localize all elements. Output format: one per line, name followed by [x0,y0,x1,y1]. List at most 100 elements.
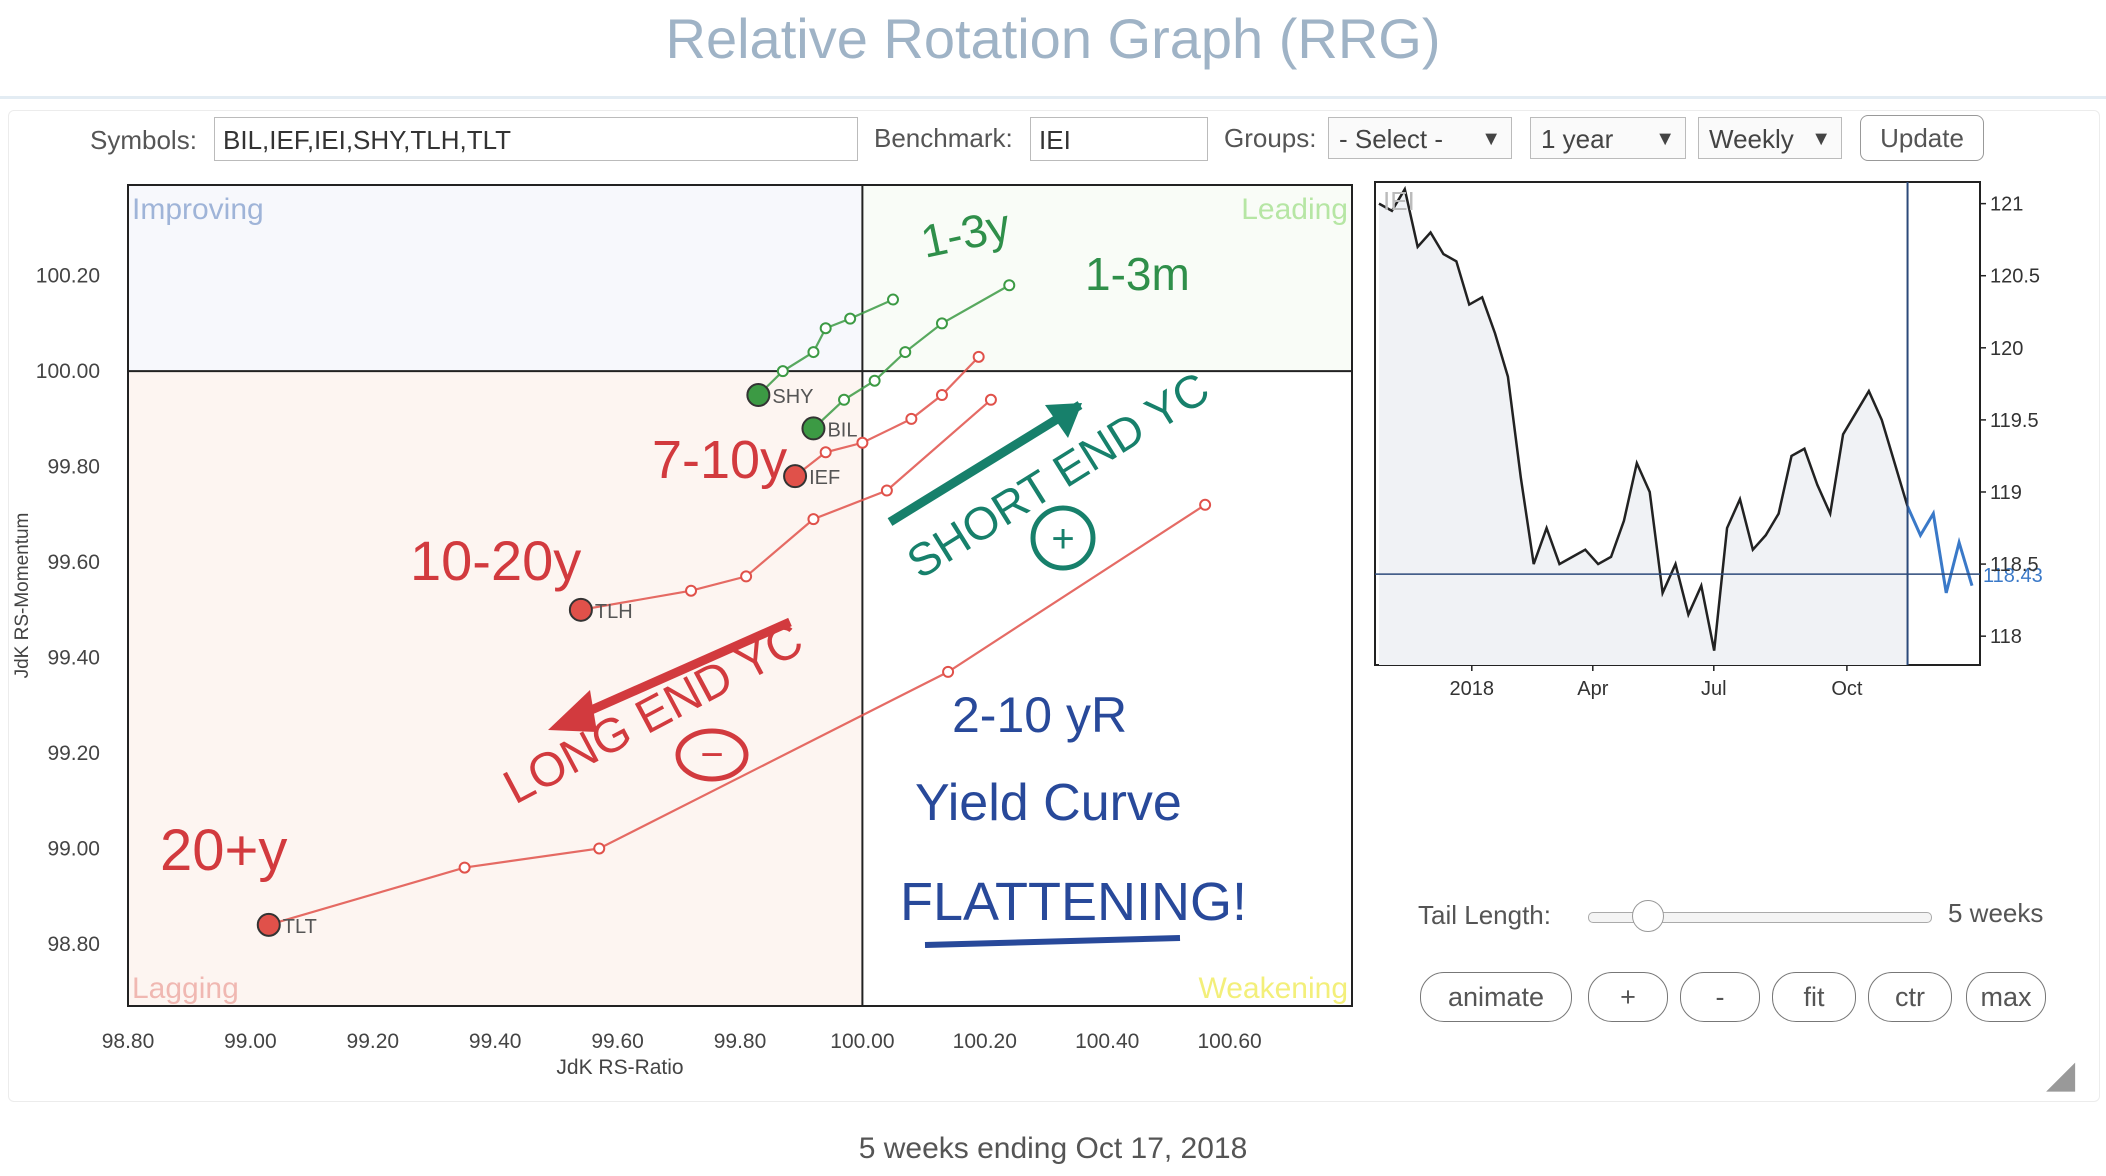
symbols-label: Symbols: [90,125,197,155]
tail-length-label: Tail Length: [1418,900,1551,930]
symbols-input[interactable]: BIL,IEF,IEI,SHY,TLH,TLT [214,117,858,161]
price-tail-line [1906,505,1974,594]
x-tick-label: 99.20 [347,1030,400,1053]
y-tick-label: 99.20 [47,742,100,765]
current-value-label: 118.43 [1983,565,2043,587]
tail-point [844,312,857,325]
center-button[interactable]: ctr [1868,972,1952,1022]
slider-thumb[interactable] [1632,900,1665,932]
annotation-7-10y: 7-10y [652,430,787,490]
head-point-ief [783,464,808,489]
quadrant-label-weakening: Weakening [1198,972,1348,1005]
zoom-out-button[interactable]: - [1680,972,1760,1022]
frequency-select[interactable]: Weekly ▼ [1698,117,1842,159]
zoom-in-button[interactable]: + [1588,972,1668,1022]
annotation-plus-circle [1030,505,1096,571]
short-end-arrow [887,401,1083,526]
series-label-bil: BIL [827,419,857,441]
annotation-yield-curve: Yield Curve [915,774,1182,832]
y-axis-label: JdK RS-Momentum [12,513,33,679]
y-tick-label: 99.00 [47,837,100,860]
price-x-tick-label: Jul [1701,678,1727,700]
price-x-tick-label: Oct [1831,678,1863,700]
price-y-tick-label: 119.5 [1990,410,2039,432]
period-select-value: 1 year [1541,124,1614,154]
x-tick-label: 99.00 [224,1030,277,1053]
annotation-20y: 20+y [160,818,287,883]
x-tick-label: 99.80 [714,1030,767,1053]
quadrant-label-improving: Improving [132,193,264,226]
rrg-chart: Improving Leading Lagging Weakening 98.80 99… [12,184,1353,1079]
annotation-minus: − [700,733,723,777]
tail-point [838,393,851,406]
update-button[interactable]: Update [1860,115,1984,161]
tail-point [458,861,471,874]
tail-length-value: 5 weeks [1948,898,2044,928]
head-point-bil [801,416,826,441]
head-point-tlt [256,912,281,937]
tail-point [856,436,869,449]
tail-point [1003,279,1016,292]
tail-point [819,322,832,335]
max-button[interactable]: max [1966,972,2046,1022]
iei-price-chart: 118.43 121 120.5 120 119.5 119 118.5 118 2018 Apr… [1374,181,2043,700]
resize-handle-icon[interactable]: ◢ [2046,1054,2076,1096]
x-tick-label: 99.40 [469,1030,522,1053]
period-select[interactable]: 1 year ▼ [1530,117,1686,159]
tail-point [880,484,893,497]
tail-point [942,665,955,678]
footer-caption: 5 weeks ending Oct 17, 2018 [858,1132,1248,1165]
fit-button[interactable]: fit [1772,972,1856,1022]
y-tick-label: 100.00 [36,360,100,383]
groups-select[interactable]: - Select - ▼ [1328,117,1512,159]
head-point-shy [746,383,771,408]
title-divider [0,96,2106,99]
benchmark-label: Benchmark: [874,123,1013,153]
price-y-tick-label: 118.5 [1990,554,2039,576]
tail-point [868,374,881,387]
head-point-tlh [568,597,593,622]
tail-line-bil [812,284,1010,430]
tail-line-ief [794,356,980,478]
dropdown-arrow-icon: ▼ [1481,128,1501,150]
x-tick-label: 99.60 [591,1030,644,1053]
y-tick-label: 99.60 [47,551,100,574]
y-tick-label: 99.80 [47,456,100,479]
price-y-tick-label: 120.5 [1990,266,2040,288]
x-tick-label: 100.00 [830,1030,894,1053]
annotation-1-3m: 1-3m [1085,248,1190,300]
annotation-2-10-yr: 2-10 yR [952,687,1127,743]
dropdown-arrow-icon: ▼ [1811,128,1831,150]
annotation-minus-circle [675,728,749,782]
tail-point [776,365,789,378]
quadrant-weakening-fill [862,371,1352,1006]
y-tick-label: 100.20 [36,265,100,288]
long-end-arrow [578,617,792,720]
price-area-fill [1379,189,1908,665]
y-tick-label: 99.40 [47,647,100,670]
series-label-ief: IEF [809,467,840,489]
annotation-flattening: FLATTENING! [900,872,1247,932]
animate-button[interactable]: animate [1420,972,1572,1022]
quadrant-label-lagging: Lagging [132,972,239,1005]
tail-line-tlh [580,398,992,611]
long-end-arrowhead [548,690,597,732]
series-label-shy: SHY [772,386,813,408]
tail-length-slider[interactable] [1588,900,1932,932]
price-chart-title: IEI [1383,186,1415,216]
annotation-plus: + [1051,517,1074,561]
benchmark-input[interactable]: IEI [1030,117,1208,161]
price-x-tick-label: 2018 [1450,678,1495,700]
tail-point [887,293,899,306]
price-y-tick-label: 120 [1990,338,2023,360]
price-x-tick-label: Apr [1577,678,1608,700]
tail-point [685,584,698,597]
x-tick-label: 100.20 [953,1030,1017,1053]
annotation-underline [924,935,1181,948]
x-axis-label: JdK RS-Ratio [556,1056,683,1079]
x-tick-label: 100.40 [1075,1030,1139,1053]
frequency-select-value: Weekly [1709,124,1794,154]
tail-point [899,346,912,359]
price-y-tick-label: 121 [1990,194,2023,216]
short-end-arrowhead [1045,403,1082,438]
